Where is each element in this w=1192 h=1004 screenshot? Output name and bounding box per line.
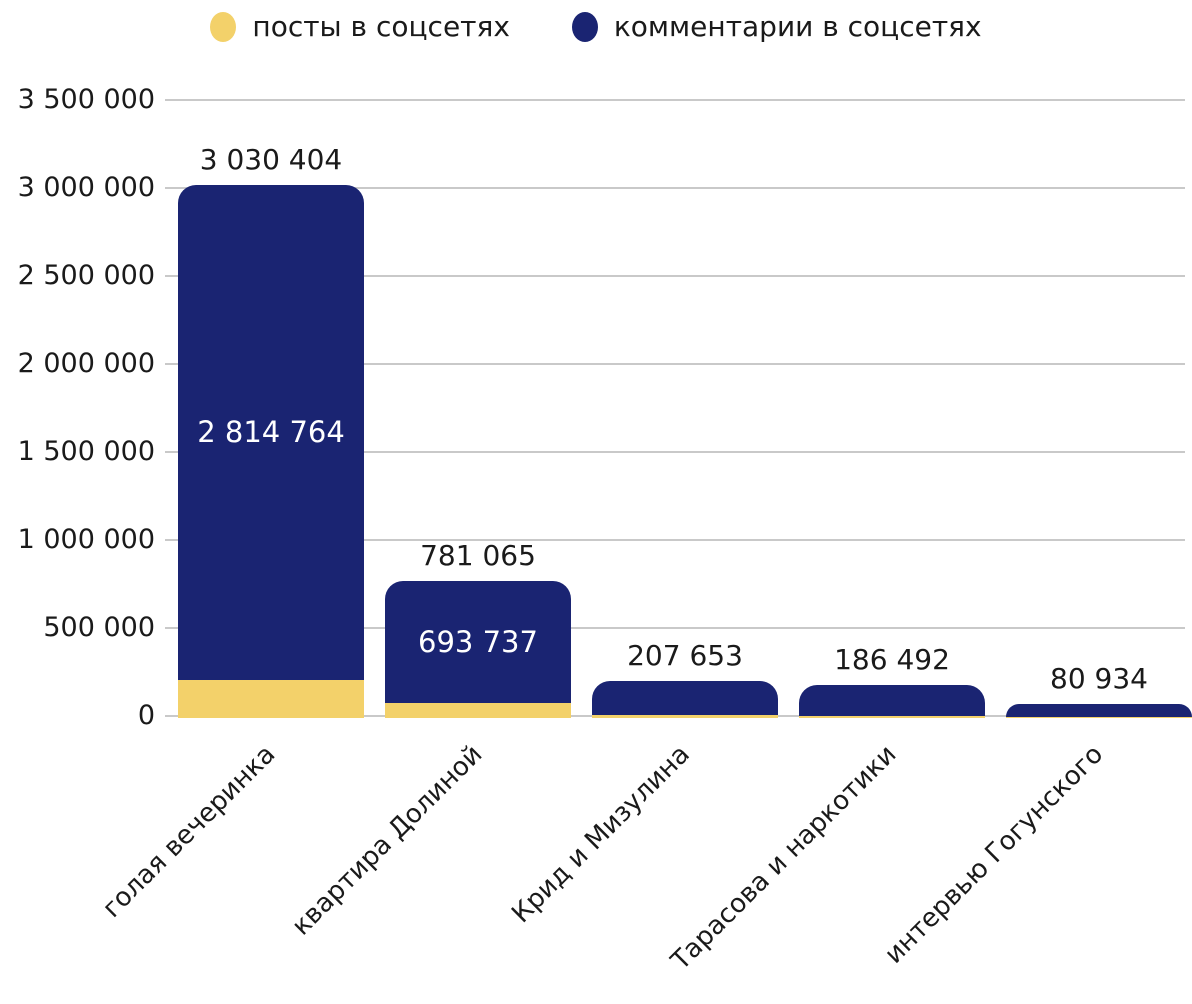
gridline — [165, 451, 1185, 453]
bar-segment-comments[interactable] — [799, 685, 985, 716]
legend-item-comments[interactable]: комментарии в соцсетях — [571, 10, 982, 43]
x-category-label: Тарасова и наркотики — [665, 739, 903, 977]
x-category-label: голая вечеринка — [97, 739, 282, 924]
legend-marker-comments-icon — [571, 11, 598, 42]
gridline — [165, 275, 1185, 277]
bar-group — [592, 681, 778, 718]
bar-total-label: 80 934 — [1050, 661, 1148, 695]
legend-label-posts: посты в соцсетях — [252, 10, 510, 43]
legend-marker-posts-icon — [210, 11, 237, 42]
bar-segment-comments[interactable] — [592, 681, 778, 716]
x-category-label: Крид и Мизулина — [505, 739, 696, 930]
bar-inside-label: 693 737 — [418, 624, 538, 659]
bar-segment-posts[interactable] — [178, 680, 364, 718]
y-tick-label: 1 000 000 — [17, 524, 155, 555]
gridline — [165, 187, 1185, 189]
bar-segment-comments[interactable] — [1006, 703, 1192, 718]
bar-group — [1006, 703, 1192, 718]
y-tick-label: 2 500 000 — [17, 260, 155, 291]
bar-total-label: 207 653 — [627, 639, 743, 673]
bar-total-label: 3 030 404 — [199, 142, 343, 176]
bar-segment-posts[interactable] — [592, 715, 778, 718]
y-tick-label: 500 000 — [43, 612, 155, 643]
bar-segment-comments[interactable] — [385, 580, 571, 703]
legend-label-comments: комментарии в соцсетях — [613, 10, 982, 43]
gridline — [165, 627, 1185, 629]
y-tick-label: 2 000 000 — [17, 348, 155, 379]
bar-inside-label: 2 814 764 — [197, 415, 345, 450]
bar-total-label: 186 492 — [834, 643, 950, 677]
legend-item-posts[interactable]: посты в соцсетях — [210, 10, 510, 43]
bar-segment-posts[interactable] — [385, 702, 571, 718]
x-category-label: интервью Гогунского — [879, 739, 1110, 970]
gridline — [165, 363, 1185, 365]
bar-group — [385, 580, 571, 718]
bar-total-label: 781 065 — [420, 538, 536, 572]
y-tick-label: 0 — [137, 700, 155, 731]
bar-segment-posts[interactable] — [799, 715, 985, 718]
bar-segment-comments[interactable] — [178, 184, 364, 681]
x-category-label: квартира Долиной — [286, 739, 489, 942]
y-tick-label: 3 000 000 — [17, 172, 155, 203]
bar-group — [799, 685, 985, 718]
y-tick-label: 3 500 000 — [17, 84, 155, 115]
bar-group — [178, 184, 364, 718]
bar-segment-posts[interactable] — [1006, 717, 1192, 718]
legend: посты в соцсетях комментарии в соцсетях — [0, 10, 1192, 43]
y-tick-label: 1 500 000 — [17, 436, 155, 467]
gridline — [165, 539, 1185, 541]
gridline — [165, 99, 1185, 101]
